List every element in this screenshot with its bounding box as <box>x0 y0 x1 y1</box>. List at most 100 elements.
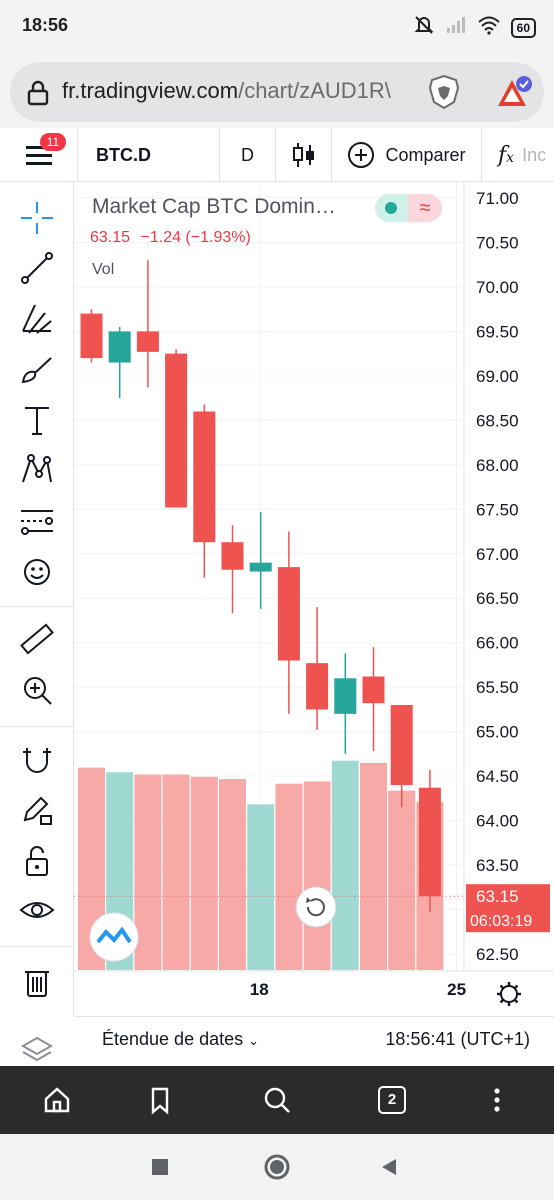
tabs-button[interactable]: 2 <box>372 1080 412 1120</box>
drawing-toolbar <box>0 182 74 1016</box>
brush-tool[interactable] <box>17 350 57 390</box>
text-tool[interactable] <box>17 400 57 440</box>
crosshair-tool[interactable] <box>17 198 57 238</box>
gear-tooth <box>499 998 505 1004</box>
pattern-icon <box>22 454 52 483</box>
price-tick-label: 65.00 <box>476 723 519 742</box>
reset-chart-button[interactable] <box>295 886 337 928</box>
volume-bar <box>388 790 416 970</box>
status-time: 18:56 <box>22 15 69 35</box>
date-range-bar: Étendue de dates ⌄ 18:56:41 (UTC+1) <box>74 1016 554 1066</box>
fx-icon: fx <box>498 142 515 168</box>
bookmark-icon <box>151 1087 169 1115</box>
series-status-pill[interactable]: ≈ <box>375 194 442 222</box>
text-icon <box>25 407 49 435</box>
chart-legend-title[interactable]: Market Cap BTC Domin… <box>92 195 336 218</box>
date-range-button[interactable]: Étendue de dates ⌄ <box>102 1029 259 1050</box>
compare-button[interactable]: Comparer <box>332 128 482 182</box>
address-box[interactable]: fr.tradingview.com/chart/zAUD1R\ <box>10 62 544 122</box>
browser-url-bar: fr.tradingview.com/chart/zAUD1R\ <box>0 54 554 128</box>
menu-button[interactable]: 11 <box>0 128 78 182</box>
home-nav-button[interactable] <box>262 1152 292 1182</box>
volume-bar <box>190 776 218 970</box>
crosshair-icon <box>21 202 53 234</box>
current-price-label: 63.15 <box>476 887 519 906</box>
lock-all-tool[interactable] <box>17 841 57 881</box>
bookmark-button[interactable] <box>140 1080 180 1120</box>
magnet-tool[interactable] <box>17 740 57 780</box>
volume-bar <box>134 774 162 970</box>
icons-tool[interactable] <box>17 552 57 592</box>
candle-body <box>362 676 385 704</box>
indicators-label: Inc <box>522 144 547 165</box>
measure-tool[interactable] <box>17 619 57 659</box>
url-path: /chart/zAUD1R\ <box>238 78 391 103</box>
fib-tool[interactable] <box>17 299 57 339</box>
back-button[interactable] <box>374 1152 404 1182</box>
volume-bar <box>360 763 387 970</box>
home-icon <box>44 1087 70 1113</box>
settings-gear-icon[interactable] <box>500 985 518 1003</box>
layers-tool[interactable] <box>17 1028 57 1068</box>
price-tick-label: 64.00 <box>476 812 519 831</box>
trendline-tool[interactable] <box>17 248 57 288</box>
chart-type-button[interactable] <box>276 128 332 182</box>
current-price-tag <box>466 884 550 933</box>
zoom-tool[interactable] <box>17 670 57 710</box>
candle-body <box>306 663 329 710</box>
pattern-tool[interactable] <box>17 450 57 490</box>
url-host: fr.tradingview.com <box>62 78 239 103</box>
timezone-clock[interactable]: 18:56:41 (UTC+1) <box>385 1029 530 1049</box>
price-tick-label: 70.00 <box>476 278 519 297</box>
indicators-button[interactable]: fx Inc <box>482 128 554 182</box>
lock-drawing-tool[interactable] <box>17 790 57 830</box>
candles-icon <box>292 143 314 167</box>
date-range-label: Étendue de dates <box>102 1029 244 1049</box>
chevron-down-icon: ⌄ <box>248 1033 260 1048</box>
layers-icon <box>20 1036 54 1062</box>
back-triangle-icon <box>382 1159 396 1175</box>
forecast-icon <box>21 510 53 535</box>
brave-shields-icon[interactable] <box>426 74 462 115</box>
more-vertical-icon <box>494 1088 500 1112</box>
reset-icon <box>306 898 325 917</box>
home-button[interactable] <box>37 1080 77 1120</box>
remove-tool[interactable] <box>17 962 57 1002</box>
symbol-search-button[interactable]: BTC.D <box>78 128 220 182</box>
recents-button[interactable] <box>145 1152 175 1182</box>
search-button[interactable] <box>257 1080 297 1120</box>
more-menu-button[interactable] <box>477 1080 517 1120</box>
square-icon <box>152 1159 168 1175</box>
price-chart[interactable]: 71.00 70.50 70.00 69.50 69.00 68.50 68.00 67.50… <box>74 182 554 1016</box>
volume-bar <box>303 781 331 970</box>
eye-icon <box>19 902 55 918</box>
magnet-icon <box>23 748 51 773</box>
lock-icon[interactable] <box>26 80 50 111</box>
toolbar-divider <box>0 726 74 727</box>
candle-body <box>249 562 272 572</box>
system-nav-bar <box>0 1134 554 1200</box>
price-tick-label: 66.00 <box>476 634 519 653</box>
delay-icon: ≈ <box>408 194 442 222</box>
time-tick-label: 25 <box>447 980 466 999</box>
brave-rewards-icon[interactable] <box>496 74 534 117</box>
prediction-tool[interactable] <box>17 501 57 541</box>
ruler-icon <box>20 623 54 655</box>
candle-body <box>221 542 244 570</box>
signal-icon <box>445 16 467 39</box>
gear-tooth <box>513 984 519 990</box>
pitchfork-icon <box>22 304 52 334</box>
hide-tool[interactable] <box>17 890 57 930</box>
tradingview-logo-mark <box>96 926 132 944</box>
trash-icon <box>25 971 49 997</box>
price-tick-label: 65.50 <box>476 678 519 697</box>
interval-button[interactable]: D <box>220 128 276 182</box>
url-text[interactable]: fr.tradingview.com/chart/zAUD1R\ <box>62 78 422 104</box>
candle-body <box>277 567 300 661</box>
candle-body <box>193 411 216 543</box>
chart-top-toolbar: 11 BTC.D D Comparer fx Inc <box>0 128 554 182</box>
price-tick-label: 69.50 <box>476 322 519 341</box>
candle-body <box>390 704 413 786</box>
hamburger-icon <box>25 146 52 165</box>
status-icons: 60 <box>413 14 536 41</box>
